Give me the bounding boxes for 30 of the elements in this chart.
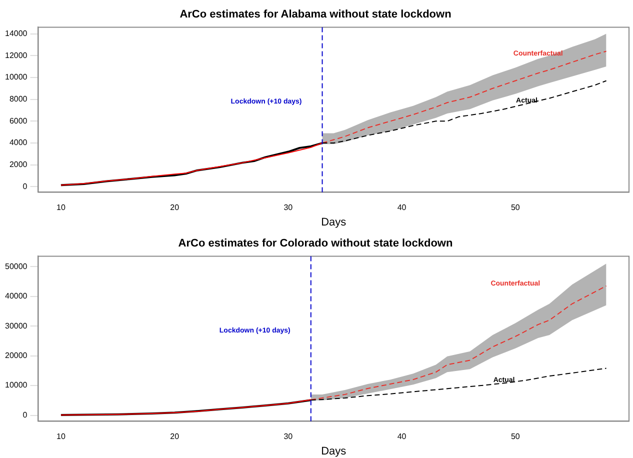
x-tick-label: 20 [170, 203, 180, 212]
x-axis-title: Days [321, 216, 347, 228]
x-tick-label: 50 [510, 432, 520, 442]
y-tick-label: 50000 [4, 262, 28, 271]
x-tick-label: 10 [56, 432, 66, 442]
x-tick-label: 40 [397, 432, 407, 442]
line-series [322, 50, 607, 144]
x-tick-label: 10 [56, 203, 66, 212]
x-tick-label: 30 [284, 203, 294, 212]
y-tick-label: 4000 [9, 138, 28, 148]
y-tick-label: 14000 [4, 28, 28, 38]
x-axis-title: Days [321, 445, 347, 458]
y-tick-label: 12000 [4, 50, 28, 60]
y-tick-label: 40000 [4, 292, 28, 301]
y-tick-label: 8000 [9, 94, 28, 104]
y-tick-label: 10000 [4, 380, 28, 390]
y-tick-label: 6000 [9, 116, 28, 126]
x-tick-label: 40 [397, 203, 407, 212]
y-tick-label: 20000 [4, 351, 28, 360]
y-tick-label: 0 [22, 182, 28, 191]
line-series [310, 285, 607, 400]
chart-title: ArCo estimates for Colorado without state lockdown [178, 238, 453, 250]
chart-title: ArCo estimates for Alabama without state lockdown [180, 8, 452, 21]
y-tick-label: 0 [22, 410, 28, 420]
y-tick-label: 10000 [4, 72, 28, 82]
y-tick-label: 2000 [9, 160, 28, 170]
y-tick-label: 30000 [4, 321, 28, 330]
x-tick-label: 50 [510, 203, 520, 212]
x-tick-label: 30 [284, 432, 294, 442]
x-tick-label: 20 [170, 432, 180, 442]
